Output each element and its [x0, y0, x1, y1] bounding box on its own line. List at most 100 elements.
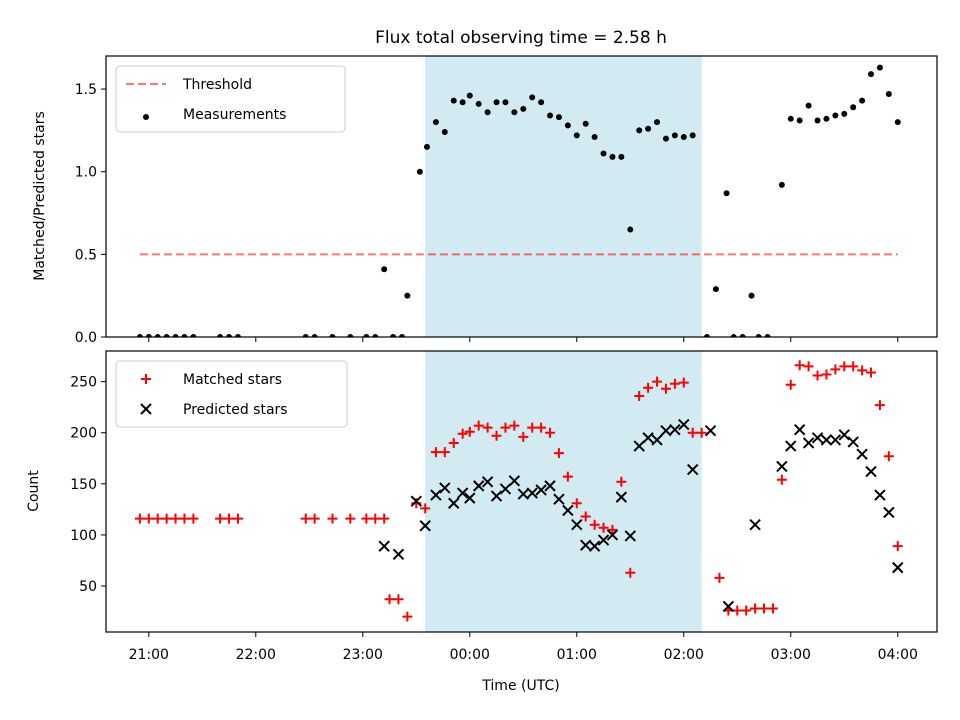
measurement-point: [645, 125, 652, 132]
predicted-star-point: [669, 423, 681, 436]
matched-star-point: [224, 513, 235, 524]
y-tick-label: 0.0: [75, 330, 97, 346]
measurement-point: [555, 114, 562, 121]
predicted-star-point: [883, 506, 895, 519]
matched-star-point: [527, 422, 538, 433]
predicted-star-point: [464, 492, 476, 504]
matched-star-point: [143, 513, 154, 524]
measurement-point: [226, 334, 233, 337]
matched-star-point: [152, 513, 163, 524]
matched-star-point: [759, 603, 770, 614]
measurement-point: [680, 133, 687, 140]
matched-star-point: [215, 513, 226, 524]
matched-star-point: [830, 364, 841, 375]
matched-star-point: [420, 503, 431, 514]
predicted-star-point: [410, 495, 422, 507]
predicted-star-point: [785, 440, 797, 452]
measurement-point: [302, 334, 309, 337]
matched-star-point: [607, 524, 618, 535]
measurement-point: [609, 153, 616, 160]
measurement-point: [748, 292, 755, 299]
predicted-star-point: [448, 497, 460, 509]
measurement-point: [778, 181, 785, 188]
legend-predicted-swatch: [140, 403, 152, 415]
predicted-star-point: [472, 480, 485, 492]
measurement-point: [423, 143, 430, 150]
measurement-point: [636, 127, 643, 134]
measurement-point: [805, 102, 812, 109]
matched-star-point: [634, 390, 645, 401]
matched-star-point: [300, 513, 311, 524]
predicted-star-point: [588, 540, 601, 552]
measurement-point: [475, 100, 482, 107]
measurement-point: [885, 91, 892, 98]
matched-star-point: [866, 367, 877, 378]
measurement-point: [404, 292, 411, 299]
predicted-star-point: [722, 600, 735, 613]
measurement-point: [703, 334, 710, 337]
predicted-star-point: [802, 437, 815, 449]
matched-star-point: [678, 377, 689, 388]
measurement-point: [432, 119, 439, 126]
matched-star-point: [562, 471, 573, 482]
measurement-point: [730, 334, 737, 337]
predicted-star-point: [704, 424, 717, 437]
measurement-point: [511, 109, 518, 116]
y-tick-label: 250: [70, 375, 97, 391]
predicted-star-point: [874, 489, 886, 501]
measurement-point: [573, 132, 580, 139]
y-tick-label: 150: [70, 477, 97, 493]
matched-star-point: [232, 513, 243, 524]
y-tick-label: 1.5: [75, 82, 97, 98]
measurement-point: [390, 334, 397, 337]
matched-star-point: [491, 430, 502, 441]
measurement-point: [591, 133, 598, 140]
matched-star-point: [857, 365, 868, 376]
predicted-star-point: [544, 480, 556, 492]
legend-measurement-swatch: [143, 114, 149, 120]
bottom-panel: 50 100 150 200 250 21:00 22:00 23:00 00:00 01:00 0…: [70, 350, 938, 663]
matched-star-point: [170, 513, 181, 524]
predicted-star-point: [499, 483, 512, 495]
axes-frame: [105, 55, 938, 338]
matched-star-point: [892, 541, 903, 552]
measurement-point: [564, 122, 571, 129]
plot-area: [134, 351, 904, 632]
measurement-point: [484, 109, 491, 116]
predicted-star-point: [838, 429, 850, 441]
matched-star-point: [776, 474, 787, 485]
matched-star-point: [384, 594, 395, 605]
measurement-point: [841, 110, 848, 117]
matched-star-point: [370, 513, 381, 524]
matched-star-point: [179, 513, 190, 524]
matched-star-point: [500, 422, 511, 433]
x-tick-label: 01:00: [557, 647, 597, 663]
matched-star-point: [580, 511, 591, 522]
measurement-point: [755, 334, 762, 337]
measurement-point: [787, 115, 794, 122]
matched-star-point: [457, 428, 468, 439]
predicted-star-point: [490, 490, 503, 502]
predicted-star-point: [624, 530, 636, 542]
matched-star-point: [134, 513, 145, 524]
measurement-point: [459, 99, 466, 106]
measurement-point: [154, 334, 161, 337]
predicted-star-point: [571, 519, 583, 531]
predicted-star-point: [392, 548, 405, 561]
matched-star-point: [345, 513, 356, 524]
measurement-point: [538, 99, 545, 106]
matched-star-point: [509, 420, 520, 431]
measurement-point: [547, 112, 554, 119]
matched-star-point: [687, 427, 698, 438]
predicted-star-point: [597, 534, 610, 546]
matched-star-point: [464, 426, 475, 437]
predicted-star-point: [829, 434, 842, 446]
predicted-star-point: [847, 436, 859, 448]
predicted-star-point: [553, 493, 565, 505]
matched-star-point: [393, 594, 404, 605]
measurement-point: [689, 132, 696, 139]
measurement-point: [181, 334, 188, 337]
x-tick-label: 04:00: [878, 647, 918, 663]
legend: Matched stars Predicted stars: [115, 360, 348, 428]
measurement-point: [618, 153, 625, 160]
